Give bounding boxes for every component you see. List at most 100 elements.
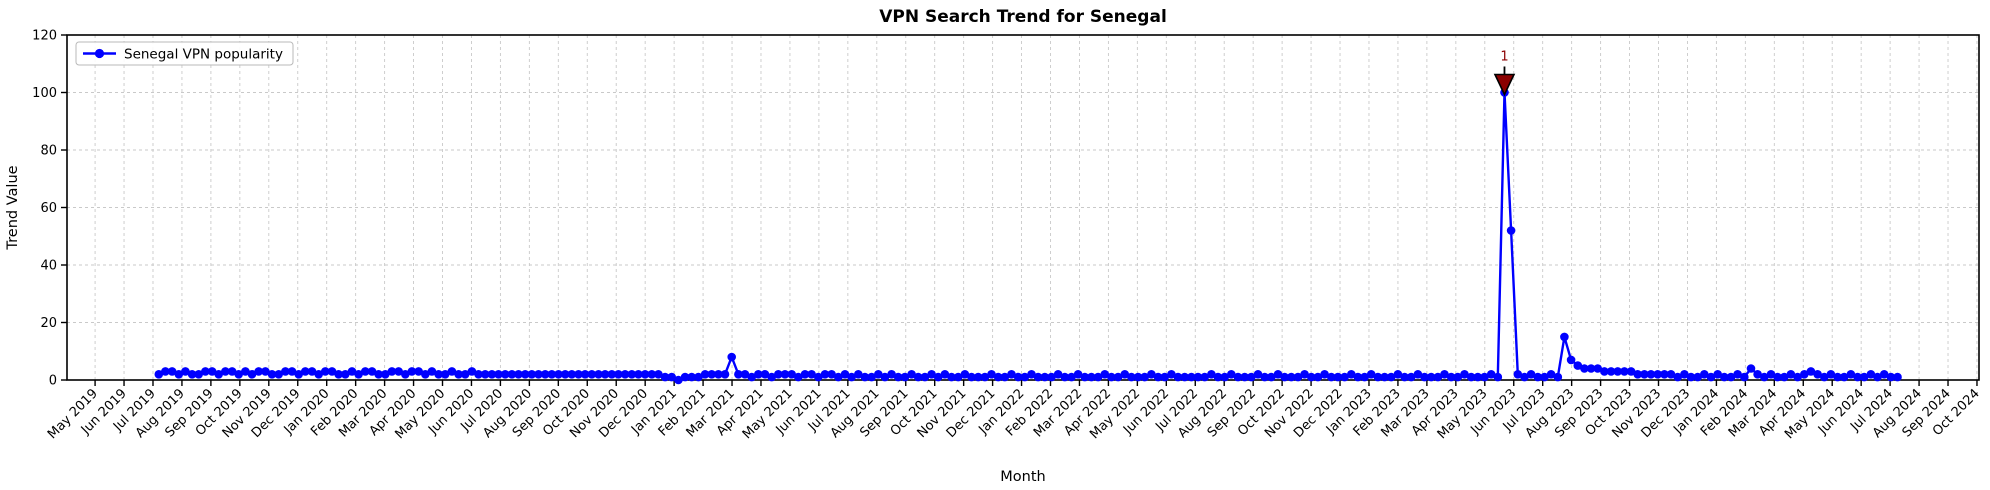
data-point [953,372,963,382]
data-point [1406,372,1416,382]
data-point [1666,370,1676,379]
data-point [1866,370,1876,379]
data-point [1227,370,1236,379]
data-point [560,370,570,379]
data-point [767,372,776,382]
data-point [1606,367,1616,376]
data-point [1553,372,1563,382]
data-point [207,367,217,376]
data-point [1486,370,1496,379]
data-point [1526,370,1536,379]
data-point [1720,372,1729,382]
data-point [1506,226,1516,235]
data-point [194,370,203,379]
data-point [1600,367,1609,376]
data-point [900,372,910,382]
data-point [1740,372,1749,382]
data-point [1766,370,1776,379]
data-point [1746,364,1756,373]
data-point [301,367,310,376]
data-point [187,370,197,379]
data-point [174,370,184,379]
data-point [1420,372,1429,382]
data-point [587,370,597,379]
data-point [1440,370,1449,379]
data-point [1680,370,1689,379]
data-point [1293,372,1303,382]
data-point [1120,370,1130,379]
data-point [1893,372,1902,382]
data-point [534,370,543,379]
data-point [627,370,637,379]
data-point [993,372,1003,382]
data-point [1080,372,1090,382]
data-point [1886,372,1896,382]
data-point [933,372,943,382]
annotation-text: 1 [1500,50,1508,65]
data-point [474,370,483,379]
data-point [1366,370,1376,379]
data-point [554,370,563,379]
data-point [660,372,670,382]
data-point [1633,370,1642,379]
data-point [1320,370,1329,379]
data-point [1113,372,1123,382]
data-point [814,372,823,382]
data-point [1287,372,1296,382]
data-point [1573,361,1583,370]
data-point [347,367,357,376]
data-point [720,370,730,379]
data-point [667,372,676,382]
data-point [874,370,883,379]
data-point [1646,370,1656,379]
data-point [1613,367,1622,376]
y-tick-labels: 0 20 40 60 80 100 120 [32,29,57,389]
data-point [1020,372,1030,382]
data-point [1513,370,1523,379]
data-point [500,370,510,379]
data-point [854,370,863,379]
data-point [1340,372,1349,382]
data-point [1380,372,1389,382]
data-point [1207,370,1216,379]
y-tick-label: 80 [40,144,57,159]
data-point [487,370,497,379]
data-point [1053,370,1063,379]
data-point [241,367,250,376]
data-point [714,370,723,379]
data-point [401,370,410,379]
data-point [314,370,324,379]
data-point [1040,372,1050,382]
data-point [927,370,936,379]
data-point [374,370,383,379]
data-point [480,370,490,379]
data-point [1220,372,1229,382]
data-point [381,370,390,379]
data-point [1007,370,1016,379]
data-point [1800,370,1809,379]
data-point [334,370,343,379]
axis-ticks [61,34,1978,386]
data-point [1453,372,1463,382]
data-point [1013,372,1023,382]
data-point [1446,372,1456,382]
data-point [980,372,990,382]
data-point [594,370,603,379]
data-point [620,370,630,379]
data-point [161,367,170,376]
data-point [261,367,270,376]
data-point [1133,372,1143,382]
data-point [867,372,876,382]
data-point [1813,370,1822,379]
data-point [774,370,783,379]
data-point [1347,370,1356,379]
data-point [1047,372,1056,382]
data-point [267,370,277,379]
data-point [307,367,317,376]
data-point [1620,367,1629,376]
data-point [1713,370,1722,379]
data-point [1200,372,1209,382]
data-point [394,367,403,376]
data-point [580,370,590,379]
data-point [1433,372,1443,382]
